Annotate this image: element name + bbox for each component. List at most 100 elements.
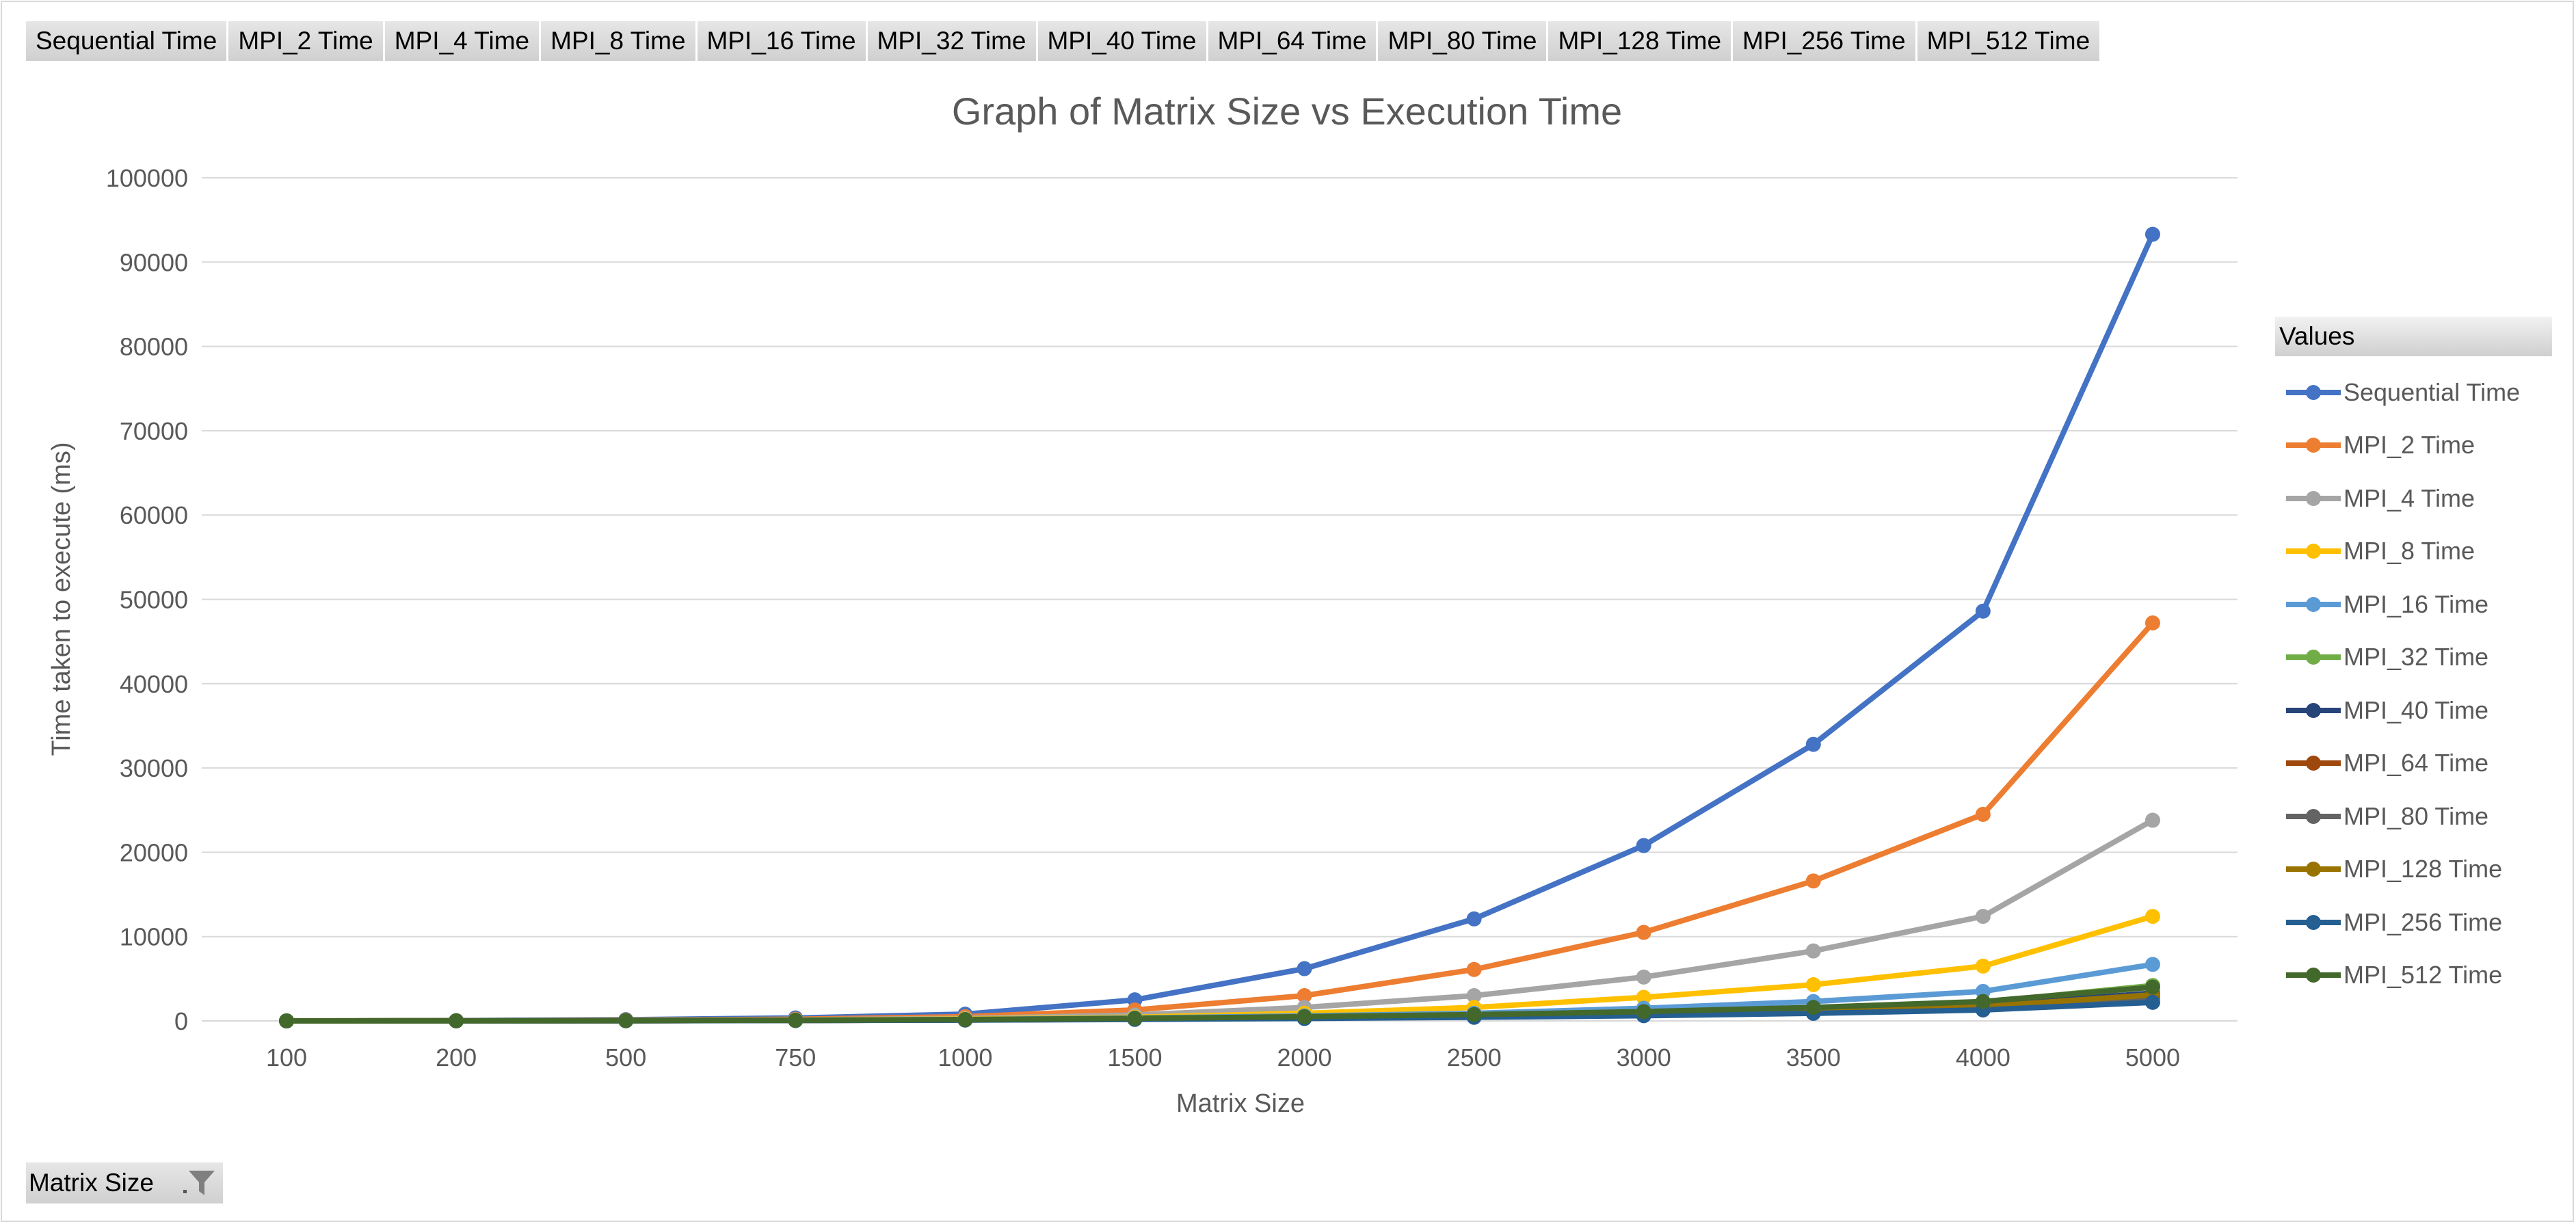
data-point <box>1466 988 1482 1004</box>
legend-label: MPI_40 Time <box>2343 695 2489 724</box>
legend-swatch <box>2286 384 2341 400</box>
y-axis-ticks: 0 10000 20000 30000 40000 50000 60000 70000 8000… <box>106 164 188 1035</box>
legend-label: MPI_16 Time <box>2343 589 2489 618</box>
field-button[interactable]: MPI_512 Time <box>1917 21 2102 61</box>
series-line <box>286 818 2154 1024</box>
legend: Values Sequential Time MPI_2 Time MPI_4 Ti… <box>2275 317 2552 1002</box>
data-point <box>2145 979 2160 995</box>
legend-label: MPI_512 Time <box>2343 961 2503 989</box>
field-button[interactable]: MPI_16 Time <box>697 21 868 61</box>
legend-item[interactable]: MPI_512 Time <box>2275 949 2552 1002</box>
data-point <box>1636 989 1651 1005</box>
x-axis-title: Matrix Size <box>1176 1089 1305 1118</box>
legend-swatch <box>2286 438 2341 453</box>
legend-swatch <box>2286 808 2341 824</box>
axis-field-label: Matrix Size <box>29 1169 154 1197</box>
legend-label: MPI_8 Time <box>2343 537 2475 566</box>
data-point <box>1297 1009 1312 1024</box>
x-tick-label: 3000 <box>1617 1043 1671 1072</box>
legend-swatch <box>2286 544 2341 559</box>
axis-field-button-matrix-size[interactable]: Matrix Size <box>26 1162 223 1203</box>
legend-item[interactable]: MPI_80 Time <box>2275 790 2552 843</box>
field-button[interactable]: Sequential Time <box>26 21 229 61</box>
data-point <box>1636 1004 1651 1020</box>
series-line <box>286 984 2153 1024</box>
field-button[interactable]: MPI_32 Time <box>867 21 1038 61</box>
data-point <box>1466 911 1482 927</box>
legend-swatch <box>2286 756 2341 771</box>
legend-header[interactable]: Values <box>2275 317 2552 356</box>
data-point <box>2145 994 2160 1010</box>
legend-item[interactable]: MPI_64 Time <box>2275 737 2552 790</box>
legend-swatch <box>2286 490 2341 506</box>
filter-funnel-icon[interactable] <box>183 1169 216 1200</box>
legend-swatch <box>2286 968 2341 983</box>
data-point <box>957 1012 973 1028</box>
data-point <box>1975 909 1991 924</box>
legend-item[interactable]: MPI_32 Time <box>2275 631 2552 684</box>
data-point <box>1127 1011 1143 1026</box>
data-point <box>788 1013 804 1028</box>
x-tick-label: 100 <box>266 1043 307 1072</box>
x-tick-label: 1500 <box>1107 1043 1162 1072</box>
field-button[interactable]: MPI_40 Time <box>1037 21 1208 61</box>
legend-item[interactable]: MPI_2 Time <box>2275 419 2552 473</box>
y-tick-label: 100000 <box>106 164 188 192</box>
data-point <box>1975 806 1991 822</box>
data-point <box>1636 838 1651 853</box>
y-tick-label: 30000 <box>120 754 188 782</box>
legend-item[interactable]: MPI_128 Time <box>2275 843 2552 896</box>
field-button[interactable]: MPI_64 Time <box>1208 21 1379 61</box>
x-tick-label: 500 <box>605 1043 646 1072</box>
field-button[interactable]: MPI_256 Time <box>1733 21 1917 61</box>
data-point <box>1805 1000 1821 1015</box>
y-tick-label: 0 <box>174 1007 188 1035</box>
legend-list: Sequential Time MPI_2 Time MPI_4 Time MPI_8… <box>2275 366 2552 1002</box>
data-point <box>1466 961 1482 977</box>
x-tick-label: 200 <box>436 1043 477 1072</box>
data-point <box>1975 603 1991 619</box>
gridlines <box>202 177 2238 1022</box>
legend-item[interactable]: Sequential Time <box>2275 366 2552 419</box>
series-line <box>286 621 2155 1024</box>
y-tick-label: 40000 <box>120 670 188 698</box>
pivot-field-buttons: Sequential Time MPI_2 Time MPI_4 Time MPI_8… <box>26 21 2102 61</box>
legend-swatch <box>2286 650 2341 665</box>
data-point <box>2145 812 2160 828</box>
legend-label: MPI_4 Time <box>2343 483 2475 512</box>
x-axis-ticks: 100 200 500 750 1000 1500 2000 2500 3000 3500 4000… <box>266 1043 2180 1072</box>
x-tick-label: 5000 <box>2125 1043 2180 1072</box>
field-button[interactable]: MPI_2 Time <box>228 21 385 61</box>
legend-swatch <box>2286 596 2341 612</box>
chart-title: Graph of Matrix Size vs Execution Time <box>952 90 1622 133</box>
field-button[interactable]: MPI_4 Time <box>384 21 542 61</box>
field-button[interactable]: MPI_8 Time <box>541 21 698 61</box>
data-point <box>1297 988 1312 1004</box>
legend-label: MPI_64 Time <box>2343 749 2489 777</box>
data-point <box>1805 736 1821 752</box>
legend-item[interactable]: MPI_256 Time <box>2275 896 2552 949</box>
series-lines <box>286 232 2155 1024</box>
series-points <box>279 226 2160 1028</box>
data-point <box>2145 909 2160 924</box>
legend-label: MPI_2 Time <box>2343 431 2475 460</box>
y-tick-label: 60000 <box>120 501 188 529</box>
data-point <box>1805 943 1821 959</box>
y-tick-label: 50000 <box>120 586 188 614</box>
data-point <box>279 1013 295 1028</box>
data-point <box>2145 615 2160 631</box>
data-point <box>449 1013 464 1028</box>
y-tick-label: 10000 <box>120 923 188 951</box>
data-point <box>2145 957 2160 972</box>
field-button[interactable]: MPI_80 Time <box>1378 21 1549 61</box>
x-tick-label: 2500 <box>1447 1043 1502 1072</box>
field-button[interactable]: MPI_128 Time <box>1548 21 1734 61</box>
legend-item[interactable]: MPI_8 Time <box>2275 525 2552 578</box>
legend-label: MPI_32 Time <box>2343 643 2489 671</box>
legend-item[interactable]: MPI_40 Time <box>2275 684 2552 737</box>
data-point <box>1636 969 1651 985</box>
legend-item[interactable]: MPI_16 Time <box>2275 578 2552 631</box>
x-tick-label: 750 <box>775 1043 816 1072</box>
legend-item[interactable]: MPI_4 Time <box>2275 472 2552 525</box>
